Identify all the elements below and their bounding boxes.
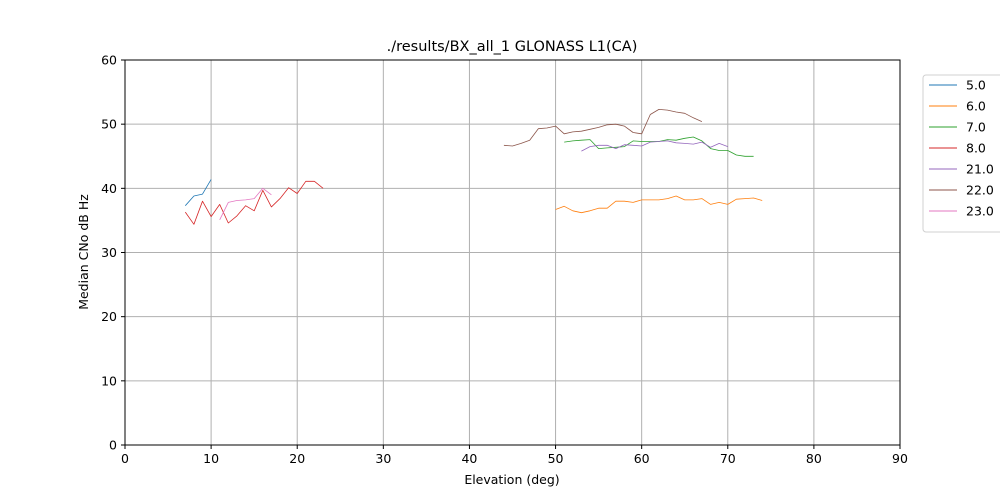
x-tick-label: 30 [375,451,391,466]
x-tick-label: 60 [634,451,650,466]
x-tick-label: 10 [203,451,219,466]
x-tick-label: 80 [806,451,822,466]
legend-label: 6.0 [966,99,986,114]
y-tick-label: 50 [101,117,117,132]
y-tick-label: 60 [101,53,117,68]
y-axis-label: Median CNo dB Hz [76,194,91,310]
series-layer [184,109,763,225]
x-axis-label: Elevation (deg) [464,472,559,487]
legend-box [922,74,1000,233]
legend-label: 22.0 [966,183,994,198]
legend: 5.0 6.0 7.0 8.0 21.0 22.0 23.0 [922,74,1000,233]
x-tick-label: 50 [548,451,564,466]
x-tick-label: 70 [720,451,736,466]
legend-label: 8.0 [966,141,986,156]
series-line-21.0 [581,140,728,152]
x-tick-label: 20 [289,451,305,466]
series-line-6.0 [555,195,763,214]
legend-label: 21.0 [966,162,994,177]
series-line-22.0 [503,109,703,147]
y-tick-label: 40 [101,181,117,196]
y-tick-label: 30 [101,245,117,260]
x-tick-label: 40 [461,451,477,466]
legend-label: 5.0 [966,78,986,93]
y-tick-label: 10 [101,373,117,388]
legend-label: 23.0 [966,204,994,219]
x-tick-label: 0 [121,451,129,466]
y-tick-label: 0 [109,438,117,453]
y-tick-label: 20 [101,309,117,324]
x-tick-label: 90 [892,451,908,466]
chart-title: ./results/BX_all_1 GLONASS L1(CA) [387,39,638,55]
series-line-5.0 [185,179,212,206]
series-line-23.0 [219,187,272,220]
series-line-8.0 [184,180,324,225]
ticks: 0 10 20 30 40 50 60 70 80 90 0 10 20 30 40 50 60 [101,53,908,467]
legend-label: 7.0 [966,120,986,135]
